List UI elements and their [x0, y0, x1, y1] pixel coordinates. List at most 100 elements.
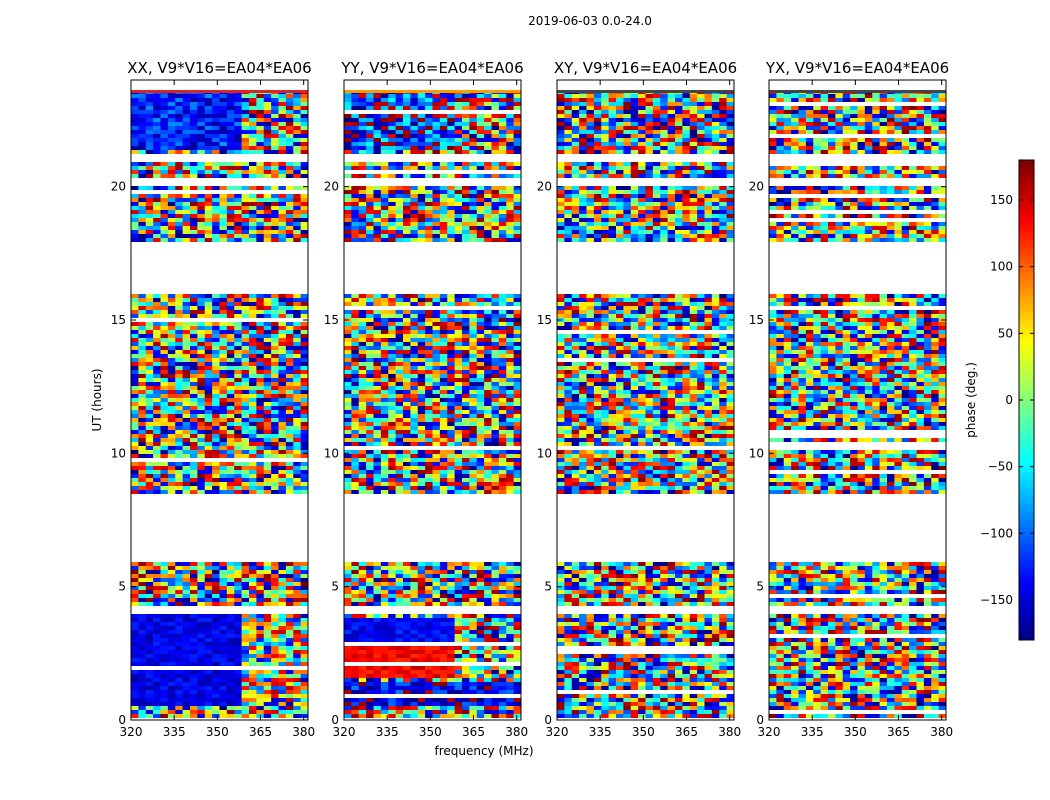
- heatmap-cell: [204, 630, 213, 634]
- heatmap-cell: [175, 102, 183, 106]
- heatmap-cell: [241, 614, 250, 618]
- heatmap-cell: [358, 346, 367, 350]
- heatmap-cell: [249, 574, 257, 578]
- heatmap-cell: [285, 334, 294, 338]
- heatmap-cell: [241, 578, 250, 582]
- heatmap-cell: [167, 314, 176, 318]
- heatmap-cell: [175, 574, 183, 578]
- heatmap-cell: [234, 426, 242, 430]
- heatmap-cell: [256, 634, 265, 638]
- heatmap-cell: [417, 574, 426, 578]
- heatmap-cell: [167, 238, 176, 242]
- heatmap-cell: [388, 578, 396, 582]
- heatmap-cell: [241, 394, 250, 398]
- heatmap-cell: [190, 310, 198, 314]
- heatmap-cell: [476, 402, 485, 406]
- heatmap-cell: [439, 350, 448, 354]
- heatmap-cell: [182, 686, 191, 690]
- heatmap-cell: [197, 334, 206, 338]
- heatmap-cell: [351, 330, 360, 334]
- heatmap-cell: [491, 458, 500, 462]
- heatmap-cell: [153, 662, 161, 666]
- heatmap-cell: [190, 470, 198, 474]
- heatmap-cell: [160, 146, 169, 150]
- heatmap-cell: [138, 446, 147, 450]
- heatmap-cell: [153, 110, 161, 114]
- heatmap-cell: [358, 302, 367, 306]
- heatmap-cell: [439, 142, 448, 146]
- heatmap-cell: [145, 170, 154, 174]
- heatmap-cell: [212, 410, 220, 414]
- heatmap-cell: [439, 230, 448, 234]
- heatmap-cell: [182, 118, 191, 122]
- heatmap-cell: [469, 202, 478, 206]
- heatmap-cell: [271, 162, 279, 166]
- heatmap-cell: [271, 686, 279, 690]
- heatmap-cell: [204, 330, 213, 334]
- heatmap-cell: [417, 570, 426, 574]
- heatmap-cell: [380, 334, 389, 338]
- heatmap-cell: [131, 670, 139, 674]
- heatmap-cell: [344, 238, 352, 242]
- heatmap-cell: [447, 430, 455, 434]
- heatmap-cell: [182, 630, 191, 634]
- heatmap-cell: [410, 590, 419, 594]
- heatmap-cell: [226, 406, 235, 410]
- heatmap-cell: [300, 594, 309, 598]
- heatmap-cell: [476, 354, 485, 358]
- heatmap-cell: [285, 162, 294, 166]
- heatmap-cell: [498, 346, 507, 350]
- heatmap-cell: [425, 214, 433, 218]
- heatmap-cell: [182, 186, 191, 190]
- heatmap-cell: [278, 694, 287, 698]
- heatmap-cell: [417, 562, 426, 566]
- heatmap-top-strip: [131, 90, 308, 93]
- heatmap-cell: [131, 714, 139, 718]
- heatmap-cell: [344, 346, 352, 350]
- heatmap-cell: [219, 602, 228, 606]
- heatmap-cell: [131, 122, 139, 126]
- heatmap-cell: [263, 650, 272, 654]
- heatmap-cell: [175, 658, 183, 662]
- heatmap-cell: [167, 618, 176, 622]
- heatmap-cell: [131, 646, 139, 650]
- heatmap-cell: [278, 462, 287, 466]
- heatmap-cell: [358, 294, 367, 298]
- heatmap-cell: [285, 294, 294, 298]
- heatmap-cell: [131, 694, 139, 698]
- heatmap-cell: [462, 430, 470, 434]
- heatmap-cell: [469, 570, 478, 574]
- heatmap-cell: [454, 362, 463, 366]
- heatmap-cell: [271, 594, 279, 598]
- heatmap-cell: [300, 194, 309, 198]
- heatmap-cell: [454, 150, 463, 154]
- heatmap-cell: [373, 426, 382, 430]
- heatmap-cell: [498, 146, 507, 150]
- heatmap-cell: [234, 686, 242, 690]
- heatmap-cell: [131, 390, 139, 394]
- heatmap-cell: [278, 230, 287, 234]
- heatmap-cell: [293, 710, 301, 714]
- heatmap-cell: [241, 422, 250, 426]
- heatmap-cell: [145, 130, 154, 134]
- heatmap-cell: [351, 422, 360, 426]
- heatmap-cell: [513, 378, 522, 382]
- heatmap-cell: [454, 118, 463, 122]
- heatmap-cell: [256, 362, 265, 366]
- heatmap-cell: [197, 322, 206, 326]
- heatmap-cell: [506, 354, 514, 358]
- heatmap-cell: [256, 330, 265, 334]
- heatmap-cell: [204, 454, 213, 458]
- heatmap-cell: [403, 94, 411, 98]
- heatmap-cell: [234, 670, 242, 674]
- heatmap-cell: [344, 574, 352, 578]
- heatmap-cell: [212, 598, 220, 602]
- heatmap-cell: [175, 642, 183, 646]
- heatmap-cell: [425, 590, 433, 594]
- heatmap-cell: [417, 486, 426, 490]
- heatmap-cell: [182, 434, 191, 438]
- heatmap-cell: [131, 382, 139, 386]
- heatmap-cell: [285, 438, 294, 442]
- heatmap-cell: [425, 142, 433, 146]
- heatmap-cell: [249, 354, 257, 358]
